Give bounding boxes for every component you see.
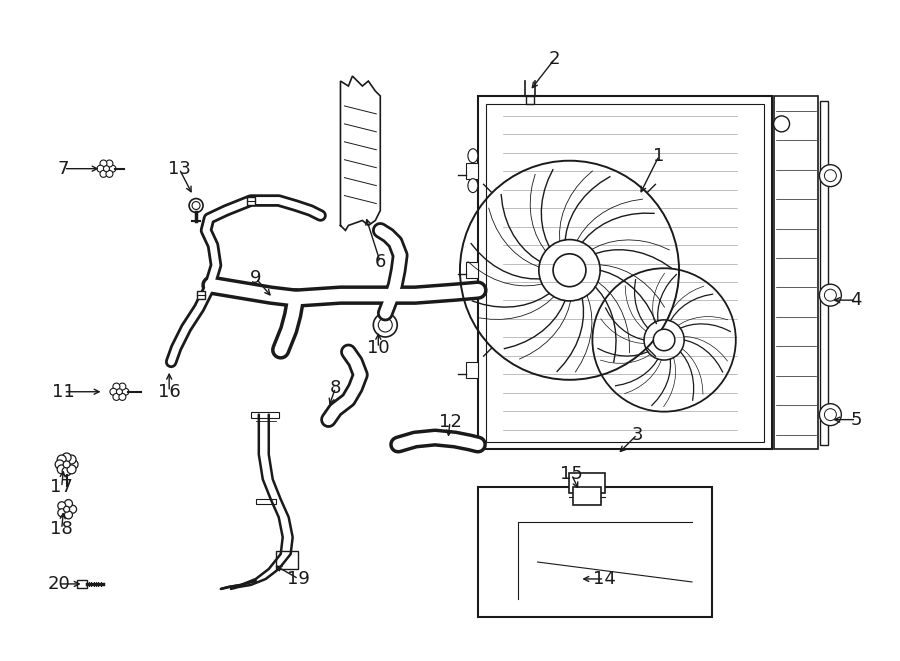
Circle shape xyxy=(189,198,203,212)
Circle shape xyxy=(110,388,117,395)
Text: 9: 9 xyxy=(250,269,262,288)
Circle shape xyxy=(62,453,71,462)
Bar xyxy=(251,412,279,418)
Circle shape xyxy=(109,165,116,172)
Bar xyxy=(247,196,255,204)
Circle shape xyxy=(554,254,586,287)
Text: 8: 8 xyxy=(329,379,341,397)
Circle shape xyxy=(58,502,66,510)
Ellipse shape xyxy=(374,225,387,235)
Circle shape xyxy=(112,383,120,390)
Circle shape xyxy=(63,461,70,468)
Circle shape xyxy=(100,160,107,167)
Text: 10: 10 xyxy=(367,339,390,357)
Bar xyxy=(526,96,534,104)
Circle shape xyxy=(112,393,120,401)
Text: 19: 19 xyxy=(287,570,310,588)
Circle shape xyxy=(106,160,112,167)
Circle shape xyxy=(774,116,789,132)
Circle shape xyxy=(819,404,842,426)
Bar xyxy=(478,96,771,449)
Circle shape xyxy=(653,329,675,351)
Bar xyxy=(821,101,828,444)
Circle shape xyxy=(58,465,67,474)
Circle shape xyxy=(65,500,72,508)
Ellipse shape xyxy=(323,413,334,426)
Bar xyxy=(466,362,478,378)
Circle shape xyxy=(64,506,69,512)
Bar xyxy=(275,551,298,569)
Bar xyxy=(256,499,275,504)
Text: 12: 12 xyxy=(438,412,462,430)
Circle shape xyxy=(68,465,76,474)
Circle shape xyxy=(68,455,76,464)
Text: 11: 11 xyxy=(52,383,75,401)
Text: 17: 17 xyxy=(50,479,73,496)
Bar xyxy=(76,580,86,588)
Bar xyxy=(197,291,205,299)
Bar xyxy=(486,104,764,442)
Text: 3: 3 xyxy=(632,426,643,444)
Text: 5: 5 xyxy=(850,410,862,428)
Text: 18: 18 xyxy=(50,520,73,538)
Circle shape xyxy=(68,505,76,513)
Text: 6: 6 xyxy=(374,253,386,271)
Text: 2: 2 xyxy=(549,50,561,68)
Circle shape xyxy=(97,165,104,172)
Text: 4: 4 xyxy=(850,291,862,309)
Circle shape xyxy=(374,313,397,337)
Bar xyxy=(774,96,818,449)
Circle shape xyxy=(65,511,72,519)
Circle shape xyxy=(58,509,66,517)
Bar xyxy=(478,487,712,617)
Circle shape xyxy=(819,284,842,306)
Ellipse shape xyxy=(394,438,406,451)
Circle shape xyxy=(58,455,67,464)
Text: 16: 16 xyxy=(158,383,181,401)
Bar xyxy=(573,487,601,505)
Circle shape xyxy=(104,166,110,172)
Circle shape xyxy=(106,171,112,177)
Circle shape xyxy=(69,460,78,469)
Text: 13: 13 xyxy=(167,160,191,178)
Circle shape xyxy=(119,393,126,401)
Circle shape xyxy=(119,383,126,390)
Bar xyxy=(289,292,304,302)
Text: 14: 14 xyxy=(593,570,616,588)
Ellipse shape xyxy=(468,178,478,192)
Text: 15: 15 xyxy=(560,465,583,483)
Bar xyxy=(490,499,700,605)
Text: 20: 20 xyxy=(48,575,70,593)
Circle shape xyxy=(122,388,129,395)
Bar xyxy=(466,262,478,278)
Ellipse shape xyxy=(343,346,354,358)
Circle shape xyxy=(116,389,122,395)
Bar xyxy=(570,473,606,493)
Ellipse shape xyxy=(468,149,478,163)
Circle shape xyxy=(819,165,842,186)
Circle shape xyxy=(62,467,71,476)
Circle shape xyxy=(55,460,64,469)
Ellipse shape xyxy=(381,307,391,319)
Text: 7: 7 xyxy=(58,160,69,178)
Bar xyxy=(466,163,478,178)
Text: 1: 1 xyxy=(653,147,665,165)
Circle shape xyxy=(100,171,107,177)
